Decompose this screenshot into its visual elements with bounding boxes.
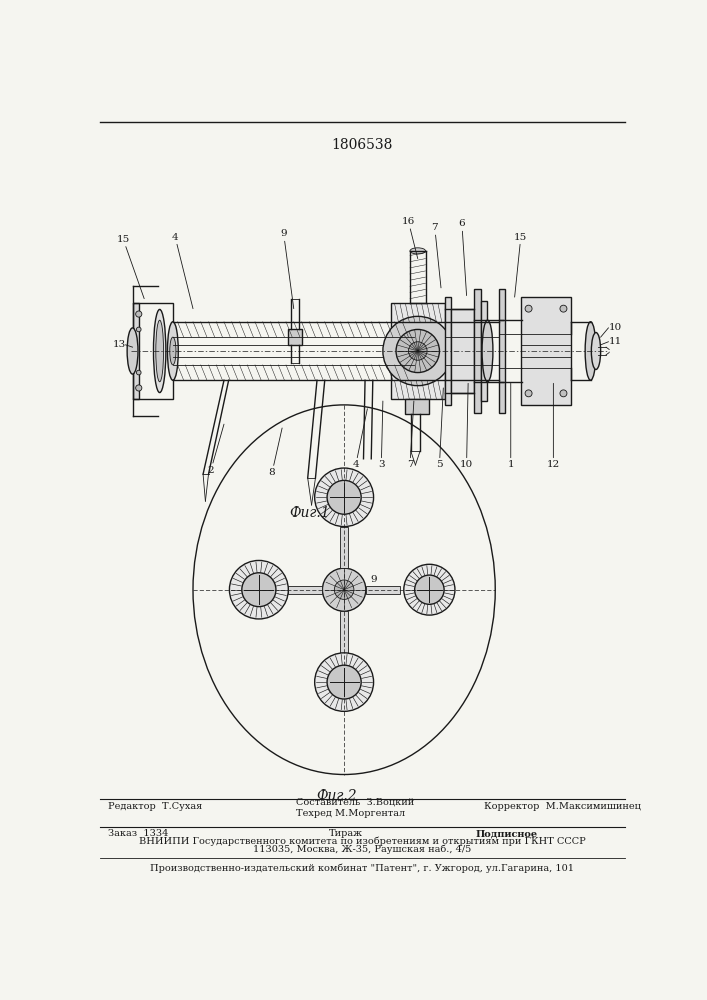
Text: Составитель  З.Воцкий: Составитель З.Воцкий xyxy=(296,798,414,807)
Ellipse shape xyxy=(136,311,142,317)
Text: Подписное: Подписное xyxy=(476,829,538,838)
Text: 4: 4 xyxy=(172,233,193,309)
Ellipse shape xyxy=(585,322,596,380)
Circle shape xyxy=(396,329,440,373)
Text: ВНИИПИ Государственного комитета по изобретениям и открытиям при ГКНТ СССР: ВНИИПИ Государственного комитета по изоб… xyxy=(139,837,585,846)
Circle shape xyxy=(315,653,373,711)
Ellipse shape xyxy=(410,248,426,254)
Bar xyxy=(481,301,486,401)
Circle shape xyxy=(383,316,452,386)
Ellipse shape xyxy=(153,309,166,393)
Text: 10: 10 xyxy=(609,323,622,332)
Text: Тираж: Тираж xyxy=(329,829,363,838)
Bar xyxy=(132,303,173,399)
Text: Фиг.1: Фиг.1 xyxy=(289,506,329,520)
Text: 13: 13 xyxy=(112,340,126,349)
Circle shape xyxy=(334,580,354,599)
Ellipse shape xyxy=(482,320,493,382)
Ellipse shape xyxy=(560,305,567,312)
Circle shape xyxy=(327,480,361,514)
Bar xyxy=(288,329,303,345)
Ellipse shape xyxy=(525,390,532,397)
Text: 3: 3 xyxy=(378,401,385,469)
Text: 15: 15 xyxy=(514,233,527,297)
Circle shape xyxy=(404,564,455,615)
Text: 10: 10 xyxy=(460,383,473,469)
Text: 9: 9 xyxy=(281,229,293,309)
Circle shape xyxy=(414,575,444,604)
Text: Производственно-издательский комбинат "Патент", г. Ужгород, ул.Гагарина, 101: Производственно-издательский комбинат "П… xyxy=(150,864,574,873)
Text: Фиг.2: Фиг.2 xyxy=(316,789,357,803)
Bar xyxy=(340,527,348,568)
Ellipse shape xyxy=(170,337,176,365)
Ellipse shape xyxy=(127,328,138,374)
Circle shape xyxy=(230,560,288,619)
Text: 4: 4 xyxy=(352,409,368,469)
Text: 16: 16 xyxy=(402,217,418,259)
Bar xyxy=(366,586,400,594)
Text: 15: 15 xyxy=(117,235,144,299)
Text: 7: 7 xyxy=(431,223,441,288)
Bar xyxy=(340,611,348,653)
Text: Техред М.Моргентал: Техред М.Моргентал xyxy=(296,808,405,818)
Text: 2: 2 xyxy=(208,424,224,475)
Bar xyxy=(499,289,506,413)
Text: 8: 8 xyxy=(269,428,282,477)
Text: 12: 12 xyxy=(547,383,560,469)
Circle shape xyxy=(322,568,366,611)
Bar xyxy=(451,309,474,393)
Bar xyxy=(404,399,429,414)
Text: 113035, Москва, Ж-35, Раушская наб., 4/5: 113035, Москва, Ж-35, Раушская наб., 4/5 xyxy=(253,844,471,854)
Text: 6: 6 xyxy=(459,219,467,296)
Bar xyxy=(521,297,571,405)
Text: 1806538: 1806538 xyxy=(332,138,392,152)
Text: Корректор  М.Максимишинец: Корректор М.Максимишинец xyxy=(484,802,641,811)
Bar xyxy=(445,297,451,405)
Text: Заказ  1334: Заказ 1334 xyxy=(107,829,168,838)
Bar xyxy=(132,303,139,399)
Text: 9: 9 xyxy=(370,575,377,584)
Bar xyxy=(474,289,481,413)
Text: Редактор  Т.Сухая: Редактор Т.Сухая xyxy=(107,802,202,811)
Ellipse shape xyxy=(168,322,178,380)
Ellipse shape xyxy=(136,385,142,391)
Circle shape xyxy=(327,665,361,699)
Text: 7: 7 xyxy=(407,401,414,469)
Circle shape xyxy=(409,342,427,360)
Ellipse shape xyxy=(136,327,141,332)
Text: 11: 11 xyxy=(609,337,622,346)
Text: 5: 5 xyxy=(436,388,443,469)
Circle shape xyxy=(315,468,373,527)
Text: 1: 1 xyxy=(508,383,514,469)
Ellipse shape xyxy=(525,305,532,312)
Bar xyxy=(288,586,322,594)
Ellipse shape xyxy=(136,370,141,375)
Circle shape xyxy=(242,573,276,607)
Ellipse shape xyxy=(560,390,567,397)
Ellipse shape xyxy=(156,320,163,382)
Bar xyxy=(391,303,445,399)
Ellipse shape xyxy=(591,333,601,369)
